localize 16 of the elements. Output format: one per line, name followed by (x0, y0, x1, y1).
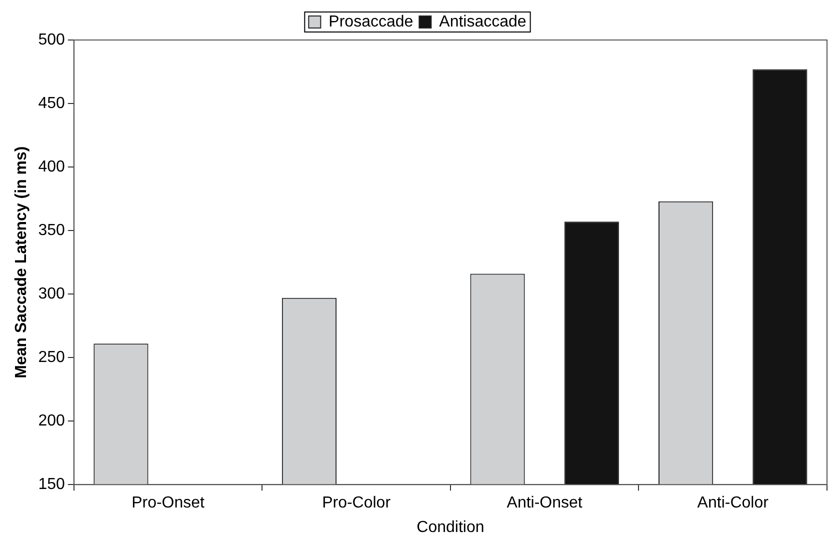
y-tick-label: 350 (38, 222, 65, 239)
y-tick-label: 150 (38, 476, 65, 494)
x-tick-label: Pro-Color (322, 494, 392, 512)
x-axis-title: Condition (416, 518, 484, 536)
x-tick-label: Anti-Color (697, 494, 770, 512)
y-tick-label: 500 (38, 31, 65, 48)
y-axis-title: Mean Saccade Latency (in ms) (13, 146, 30, 378)
legend-label: Prosaccade (328, 13, 414, 30)
y-tick-label: 450 (38, 94, 65, 112)
x-tick-label: Pro-Onset (132, 494, 206, 512)
x-tick-label: Anti-Onset (506, 494, 583, 512)
legend-label: Antisaccade (439, 13, 526, 30)
y-tick-label: 200 (38, 412, 65, 430)
y-tick-label: 250 (38, 348, 65, 366)
y-tick-label: 400 (38, 158, 65, 176)
y-tick-label: 300 (38, 285, 65, 302)
